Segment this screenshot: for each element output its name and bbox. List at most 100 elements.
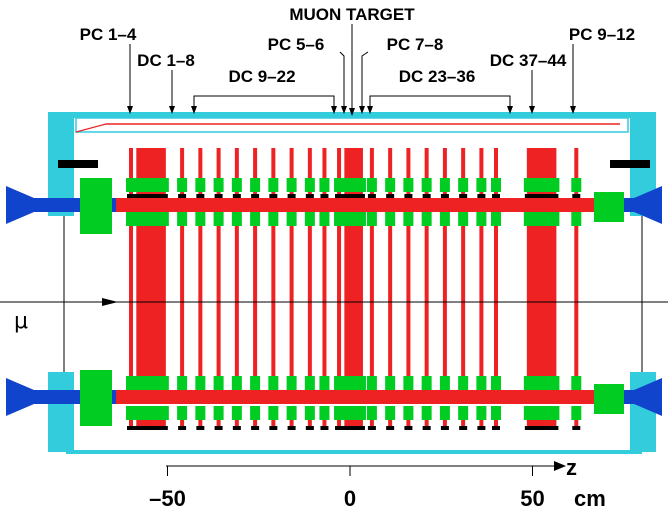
label-pc-7-8: PC 7–8 (387, 35, 444, 54)
chamber-top-post (388, 148, 393, 194)
chamber-plane (351, 212, 356, 386)
black-bar-right (610, 160, 650, 168)
chamber-plane (494, 212, 498, 386)
chamber-plane (158, 212, 163, 386)
chamber-top-post (180, 148, 185, 194)
support-mid-upper (250, 212, 261, 226)
chamber-plane (150, 212, 155, 386)
chamber-plane (406, 212, 411, 386)
support-upper (355, 178, 366, 192)
chamber (385, 148, 396, 430)
chamber-plane (136, 212, 141, 386)
chamber-top-post (344, 148, 349, 194)
support-upper (334, 178, 345, 192)
z-axis: z –50 0 50 cm (149, 455, 606, 510)
support-mid-upper (304, 212, 315, 226)
beam-label: μ (14, 309, 28, 334)
support-mid-upper (571, 212, 582, 226)
support-mid-lower (476, 376, 487, 390)
chamber-plane (322, 212, 327, 386)
support-mid-upper (476, 212, 487, 226)
clamp-lower (127, 426, 135, 430)
green-block-right-upper (594, 192, 624, 222)
chamber-top-post (461, 148, 466, 194)
support-upper (421, 178, 432, 192)
support-upper (458, 178, 469, 192)
support-lower (366, 406, 377, 420)
frame-bottom-bar (66, 450, 642, 454)
chamber (491, 148, 501, 430)
arrowhead-pc-5-6 (341, 106, 347, 114)
support-mid-lower (250, 376, 261, 390)
support-mid-upper (549, 212, 560, 226)
z-axis-ticks: –50 0 50 (149, 466, 545, 510)
z-axis-symbol: z (566, 455, 577, 480)
chamber (158, 148, 169, 430)
chamber-top-post (158, 148, 163, 194)
arrowhead-dc-23-36-a (367, 106, 373, 114)
arrowhead-dc-9-22-a (191, 106, 197, 114)
chamber-top-post (369, 148, 374, 194)
beam-pipes (6, 178, 662, 426)
chamber-top-post (537, 148, 542, 194)
support-lower (403, 406, 414, 420)
support-upper (231, 178, 242, 192)
chamber-top-post (129, 148, 133, 194)
pointer-lines (129, 24, 574, 110)
chamber-top-post (548, 148, 553, 194)
chamber-top-post (143, 148, 148, 194)
support-upper (213, 178, 224, 192)
chamber-plane (154, 212, 159, 386)
clamp-upper (214, 194, 223, 198)
flange-left-upper (6, 186, 34, 224)
support-upper (476, 178, 487, 192)
clamp-upper (356, 194, 365, 198)
chamber (268, 148, 279, 430)
support-lower (476, 406, 487, 420)
chamber (286, 148, 297, 430)
label-dc-9-22: DC 9–22 (228, 67, 295, 86)
chamber-top-post (526, 148, 531, 194)
support-mid-lower (439, 376, 450, 390)
support-mid-upper (458, 212, 469, 226)
support-mid-upper (319, 212, 330, 226)
chamber-plane (253, 212, 258, 386)
clamp-upper (305, 194, 314, 198)
chamber-top-post (358, 148, 363, 194)
chamber-plane (369, 212, 374, 386)
support-mid-upper (268, 212, 279, 226)
flange-right-upper (634, 186, 662, 224)
support-mid-lower (334, 376, 345, 390)
chamber-plane (348, 212, 352, 386)
chamber-plane (198, 212, 203, 386)
clamp-lower (287, 426, 296, 430)
pointer-dc-9-22 (193, 95, 335, 108)
clamp-upper (320, 194, 329, 198)
chamber-top-post (534, 148, 539, 194)
chamber-top-post (552, 148, 557, 194)
chamber-plane (234, 212, 239, 386)
frame-red-line-2 (75, 123, 107, 133)
chamber-plane (537, 212, 542, 386)
support-lower (195, 406, 206, 420)
pointer-arrowheads (127, 106, 576, 116)
clamp-lower (159, 426, 168, 430)
chamber-top-post (150, 148, 155, 194)
arrowhead-muon-target (349, 108, 355, 116)
clamp-upper (550, 194, 559, 198)
support-mid-upper (334, 212, 345, 226)
support-lower (458, 406, 469, 420)
chamber-top-post (337, 148, 342, 194)
clamp-lower (459, 426, 468, 430)
pointer-pc-5-6 (339, 51, 345, 108)
support-mid-upper (126, 212, 136, 226)
chamber-top-post (355, 148, 360, 194)
clamp-upper (459, 194, 468, 198)
chamber-top-post (545, 148, 550, 194)
label-pc-5-6: PC 5–6 (268, 35, 325, 54)
support-mid-lower (549, 376, 560, 390)
chamber-plane (534, 212, 539, 386)
support-mid-lower (126, 376, 136, 390)
z-tick-label: 0 (344, 486, 356, 510)
support-mid-upper (491, 212, 501, 226)
